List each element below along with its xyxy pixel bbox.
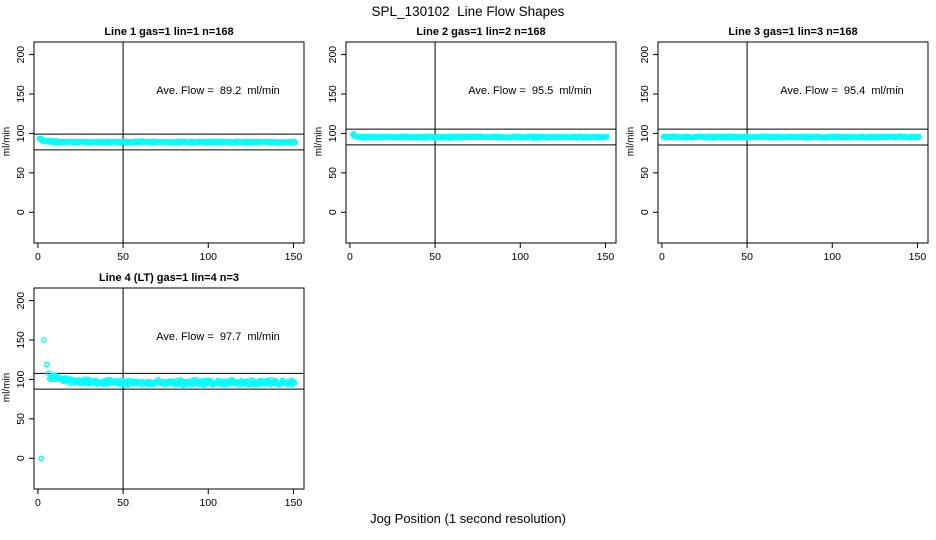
x-tick-label: 100	[823, 251, 841, 263]
x-tick-label: 50	[117, 497, 129, 509]
y-tick-label: 200	[327, 46, 339, 64]
y-tick-label: 100	[15, 371, 27, 389]
x-tick-label: 50	[117, 251, 129, 263]
subplot-line4: Line 4 (LT) gas=1 lin=4 n=3 ml/min Ave. …	[0, 266, 312, 512]
plot-canvas-line1: 0 50 100 150 0 50 100 150 200	[15, 41, 305, 263]
plot-title: Line 4 (LT) gas=1 lin=4 n=3	[98, 272, 240, 284]
subplot-line1: Line 1 gas=1 lin=1 n=168 ml/min Ave. Flo…	[0, 20, 312, 266]
plot-title: Line 3 gas=1 lin=3 n=168	[728, 26, 858, 38]
y-tick-label: 0	[15, 455, 27, 461]
x-tick-label: 100	[199, 251, 217, 263]
plot-title: Line 1 gas=1 lin=1 n=168	[104, 26, 234, 38]
x-tick-label: 0	[35, 251, 41, 263]
subplot-line3: Line 3 gas=1 lin=3 n=168 ml/min Ave. Flo…	[624, 20, 936, 266]
y-tick-label: 0	[327, 209, 339, 215]
plot-box	[33, 287, 305, 490]
plot-title: Line 2 gas=1 lin=2 n=168	[416, 26, 546, 38]
data-points	[38, 337, 298, 462]
data-point	[41, 337, 47, 343]
y-tick-label: 0	[639, 209, 651, 215]
y-tick-label: 150	[15, 331, 27, 349]
x-tick-label: 100	[199, 497, 217, 509]
plot-box	[33, 41, 305, 244]
y-tick-label: 200	[15, 46, 27, 64]
x-tick-label: 50	[429, 251, 441, 263]
data-points	[350, 130, 610, 141]
x-tick-label: 0	[347, 251, 353, 263]
plot-canvas-line4: 0 50 100 150 0 50 100 150 200	[15, 287, 305, 509]
data-point	[38, 455, 45, 462]
plot-canvas-line2: 0 50 100 150 0 50 100 150 200	[327, 41, 617, 263]
x-tick-label: 0	[35, 497, 41, 509]
x-axis-figure-label: Jog Position (1 second resolution)	[370, 511, 566, 526]
ave-flow-annotation: Ave. Flow = 97.7 ml/min	[156, 331, 280, 343]
plot-canvas-line3: 0 50 100 150 0 50 100 150 200	[639, 41, 929, 263]
x-tick-label: 100	[511, 251, 529, 263]
y-tick-label: 100	[327, 125, 339, 143]
figure-title: SPL_130102 Line Flow Shapes	[371, 4, 565, 19]
data-point	[292, 139, 298, 146]
y-tick-label: 50	[15, 413, 27, 425]
x-tick-label: 150	[909, 251, 927, 263]
y-tick-label: 100	[639, 125, 651, 143]
data-point	[916, 134, 922, 140]
subplot-line2: Line 2 gas=1 lin=2 n=168 ml/min Ave. Flo…	[312, 20, 624, 266]
x-tick-label: 150	[597, 251, 615, 263]
y-tick-label: 50	[327, 167, 339, 179]
y-tick-label: 200	[639, 46, 651, 64]
data-points	[36, 135, 298, 146]
x-tick-label: 150	[285, 251, 303, 263]
y-tick-label: 150	[327, 85, 339, 103]
data-points	[660, 133, 922, 141]
data-point	[44, 361, 50, 368]
y-tick-label: 50	[15, 167, 27, 179]
y-tick-label: 0	[15, 209, 27, 215]
data-point	[603, 134, 610, 140]
x-tick-label: 50	[741, 251, 753, 263]
plot-box	[345, 41, 617, 244]
ave-flow-annotation: Ave. Flow = 95.4 ml/min	[780, 85, 904, 97]
data-point	[291, 380, 298, 386]
x-tick-label: 0	[659, 251, 665, 263]
y-tick-label: 150	[639, 85, 651, 103]
x-tick-label: 150	[285, 497, 303, 509]
y-tick-label: 100	[15, 125, 27, 143]
y-tick-label: 50	[639, 167, 651, 179]
plot-box	[657, 41, 929, 244]
ave-flow-annotation: Ave. Flow = 89.2 ml/min	[156, 85, 280, 97]
ave-flow-annotation: Ave. Flow = 95.5 ml/min	[468, 85, 592, 97]
y-tick-label: 150	[15, 85, 27, 103]
y-tick-label: 200	[15, 292, 27, 310]
